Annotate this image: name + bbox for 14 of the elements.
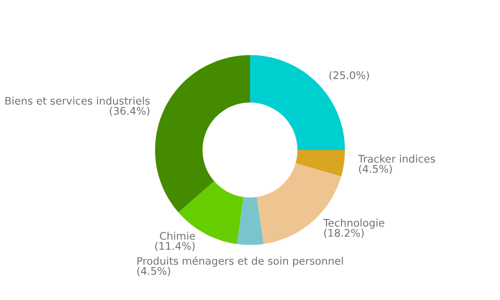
data-label: (18.2%) — [324, 228, 364, 238]
donut-slice — [155, 55, 250, 212]
data-label: (36.4%) — [110, 106, 150, 116]
slice-label: Produits ménagers et de soin personnel — [137, 256, 343, 267]
slice-label: Biens et services industriels — [5, 96, 150, 105]
data-label: (4.5%) — [359, 164, 392, 174]
donut-slice — [296, 150, 345, 176]
data-label: (4.5%) — [137, 266, 170, 276]
data-label: (11.4%) — [155, 242, 195, 252]
data-label: (25.0%) — [329, 71, 369, 80]
slice-label: Technologie — [323, 218, 384, 229]
slice-label: Chimie — [160, 232, 195, 240]
donut-slice — [236, 196, 264, 245]
slice-label: Tracker indices — [358, 154, 436, 163]
